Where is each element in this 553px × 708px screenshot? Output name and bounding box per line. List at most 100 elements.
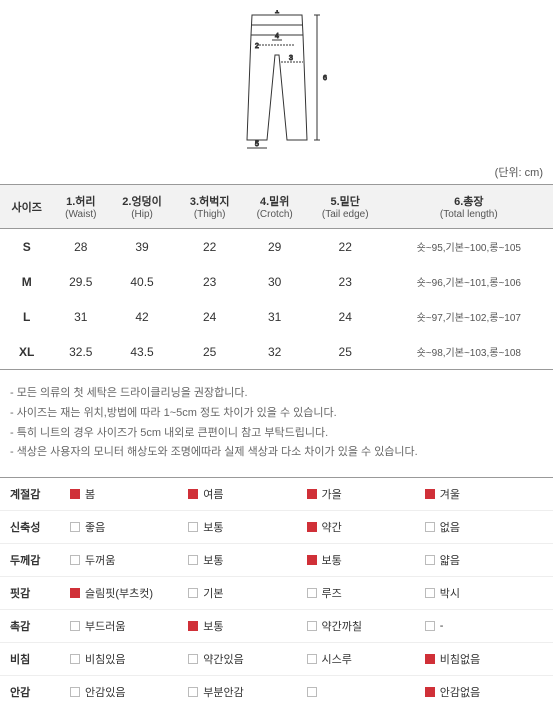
attr-row: 핏감슬림핏(부츠컷)기본 루즈 박시 [0,576,553,609]
svg-text:3: 3 [289,55,293,62]
attr-option: 부분안감 [188,684,306,700]
checkbox-icon [70,489,80,499]
attr-option: 기본 [188,585,306,601]
checkbox-icon [188,555,198,565]
attr-option-label: 겨울 [440,486,460,502]
checkbox-icon [425,588,435,598]
checkbox-icon [425,687,435,697]
checkbox-icon [70,522,80,532]
size-table: 사이즈 1.허리(Waist) 2.엉덩이(Hip) 3.허벅지(Thigh) … [0,184,553,370]
attr-option: 비침없음 [425,651,543,667]
note-line: 모든 의류의 첫 세탁은 드라이클리닝을 권장합니다. [10,384,543,404]
checkbox-icon [425,489,435,499]
attr-option: 두꺼움 [70,552,188,568]
attr-option: 가을 [307,486,425,502]
attr-option-label: 비침없음 [440,651,480,667]
attr-row: 안감안감있음부분안감안감없음 [0,675,553,708]
attr-option-label: 두꺼움 [85,552,115,568]
attr-option: 약간까칠 [307,618,425,634]
attr-option-label: 없음 [440,519,460,535]
attr-option-label: 보통 [203,552,223,568]
attr-option: 보통 [188,618,306,634]
attr-option-label: 약간 [322,519,342,535]
attr-option: 좋음 [70,519,188,535]
col-hip: 2.엉덩이(Hip) [108,185,176,229]
attributes-table: 계절감봄여름가을겨울신축성좋음보통약간없음두께감두꺼움보통보통얇음핏감슬림핏(부… [0,477,553,708]
svg-text:5: 5 [255,141,259,148]
attr-label: 신축성 [10,519,70,535]
attr-option: 없음 [425,519,543,535]
table-row: S2839222922숏~95,기본~100,롱~105 [0,229,553,265]
attr-option-label: 부드러움 [85,618,125,634]
checkbox-icon [307,588,317,598]
checkbox-icon [425,522,435,532]
checkbox-icon [70,654,80,664]
svg-text:1: 1 [274,10,279,15]
checkbox-icon [188,654,198,664]
attr-option-label: 박시 [440,585,460,601]
attr-option-label: 약간있음 [203,651,243,667]
attr-option: 부드러움 [70,618,188,634]
col-thigh: 3.허벅지(Thigh) [176,185,244,229]
svg-text:4: 4 [275,33,279,40]
attr-option: 약간있음 [188,651,306,667]
attr-row: 두께감 두꺼움 보통 보통 얇음 [0,543,553,576]
checkbox-icon [188,588,198,598]
attr-option: 보통 [188,519,306,535]
attr-option [307,684,425,700]
pants-diagram: 1 2 4 3 5 6 [0,0,553,160]
attr-option: 보통 [307,552,425,568]
attr-label: 핏감 [10,585,70,601]
attr-option-label: 시스루 [322,651,352,667]
attr-option: 슬림핏(부츠컷) [70,585,188,601]
attr-row: 신축성 좋음 보통 약간 없음 [0,510,553,543]
checkbox-icon [188,621,198,631]
table-row: L3142243124숏~97,기본~102,롱~107 [0,299,553,334]
table-row: M29.540.5233023숏~96,기본~101,롱~106 [0,264,553,299]
checkbox-icon [188,687,198,697]
col-total: 6.총장(Total length) [385,185,553,229]
attr-row: 비침비침있음약간있음시스루비침없음 [0,642,553,675]
checkbox-icon [307,489,317,499]
svg-text:2: 2 [255,43,259,50]
checkbox-icon [188,522,198,532]
attr-option: 겨울 [425,486,543,502]
attr-row: 계절감봄여름가을겨울 [0,478,553,510]
svg-text:6: 6 [323,75,327,82]
attr-option: 봄 [70,486,188,502]
note-line: 특히 니트의 경우 사이즈가 5cm 내외로 큰편이니 참고 부탁드립니다. [10,424,543,444]
checkbox-icon [70,687,80,697]
checkbox-icon [307,621,317,631]
checkbox-icon [307,522,317,532]
attr-option: 안감있음 [70,684,188,700]
attr-option: 박시 [425,585,543,601]
checkbox-icon [307,555,317,565]
attr-row: 촉감 부드러움 보통 약간까칠 - [0,609,553,642]
note-line: 색상은 사용자의 모니터 해상도와 조명에따라 실제 색상과 다소 차이가 있을… [10,443,543,463]
checkbox-icon [425,654,435,664]
attr-label: 촉감 [10,618,70,634]
checkbox-icon [307,654,317,664]
checkbox-icon [70,621,80,631]
attr-option: 얇음 [425,552,543,568]
attr-label: 안감 [10,684,70,700]
attr-option-label: 부분안감 [203,684,243,700]
attr-option-label: 보통 [203,519,223,535]
col-crotch: 4.밑위(Crotch) [244,185,306,229]
unit-label: (단위: cm) [0,160,553,184]
attr-option-label: 약간까칠 [322,618,362,634]
attr-option-label: 여름 [203,486,223,502]
attr-option-label: 봄 [85,486,95,502]
notes: 모든 의류의 첫 세탁은 드라이클리닝을 권장합니다. 사이즈는 재는 위치,방… [0,370,553,477]
checkbox-icon [188,489,198,499]
attr-option-label: 보통 [322,552,342,568]
attr-option: - [425,618,543,634]
attr-option: 약간 [307,519,425,535]
attr-option-label: 좋음 [85,519,105,535]
attr-label: 두께감 [10,552,70,568]
attr-option-label: 루즈 [322,585,342,601]
attr-label: 비침 [10,651,70,667]
attr-option: 여름 [188,486,306,502]
checkbox-icon [70,588,80,598]
attr-option-label: 가을 [322,486,342,502]
